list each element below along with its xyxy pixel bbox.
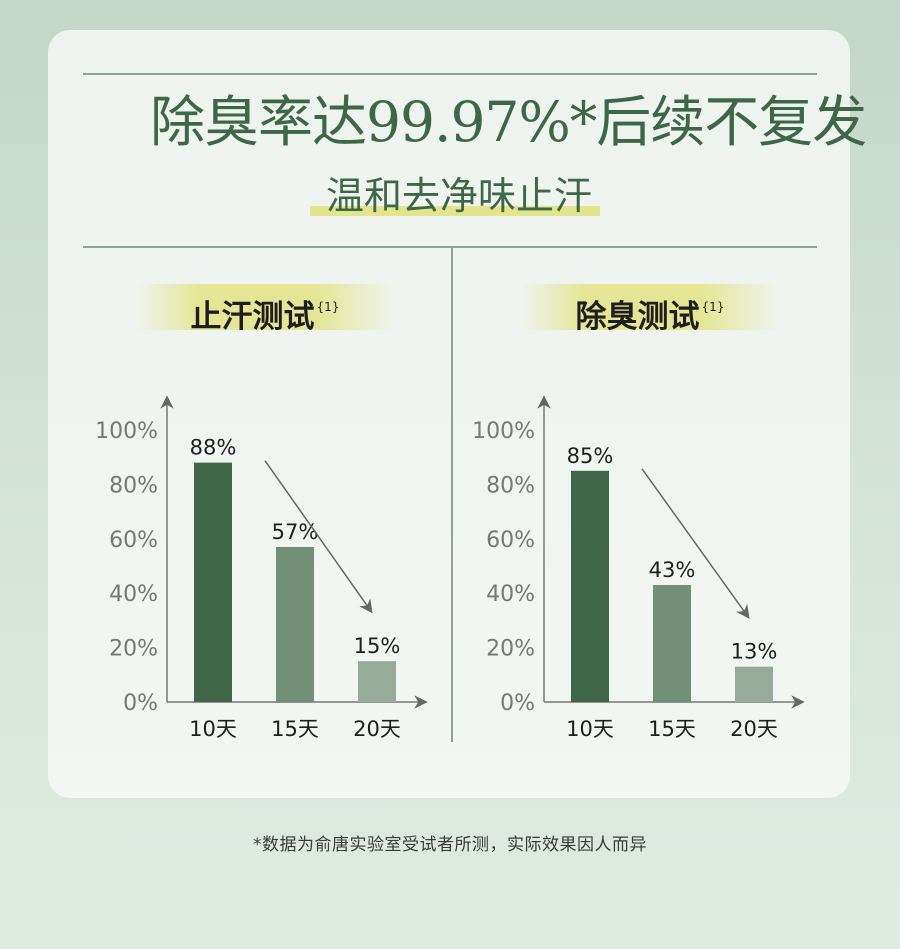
y-tick-label: 100% bbox=[472, 419, 535, 444]
subtitle-block: 温和去净味止汗 bbox=[310, 174, 640, 226]
x-tick-label: 20天 bbox=[353, 717, 401, 741]
x-tick-label: 20天 bbox=[730, 717, 778, 741]
y-tick-label: 0% bbox=[500, 691, 535, 716]
antiperspirant-bar-chart: 0% 20% 40% 60% 80% 100% 88% 10天 57% 15天 15% 20天 bbox=[95, 395, 428, 741]
panel-title-deodorant: 除臭测试 {1} bbox=[520, 284, 780, 335]
panel-title-text: 除臭测试 bbox=[575, 299, 700, 335]
y-tick-label: 80% bbox=[109, 473, 158, 498]
y-tick-label: 100% bbox=[95, 419, 158, 444]
headline: 除臭率达99.97%*后续不复发 bbox=[150, 90, 867, 154]
data-label: 85% bbox=[567, 444, 614, 468]
x-tick-label: 15天 bbox=[648, 717, 696, 741]
y-tick-label: 60% bbox=[486, 528, 535, 553]
y-tick-label: 60% bbox=[109, 528, 158, 553]
y-tick-label: 0% bbox=[123, 691, 158, 716]
y-tick-label: 40% bbox=[109, 582, 158, 607]
bar bbox=[653, 585, 691, 702]
panel-title-antiperspirant: 止汗测试 {1} bbox=[135, 284, 395, 335]
data-label: 43% bbox=[649, 558, 696, 582]
bar bbox=[276, 546, 314, 702]
subtitle: 温和去净味止汗 bbox=[326, 174, 593, 218]
content-card bbox=[48, 30, 850, 798]
x-tick-label: 10天 bbox=[189, 717, 237, 741]
bar bbox=[735, 666, 773, 702]
top-divider bbox=[83, 73, 817, 75]
trend-arrow bbox=[264, 460, 373, 614]
footnote: *数据为俞唐实验室受试者所测，实际效果因人而异 bbox=[253, 835, 647, 855]
y-tick-label: 20% bbox=[109, 637, 158, 662]
data-label: 13% bbox=[731, 640, 778, 664]
trend-arrow bbox=[641, 468, 750, 619]
panel-divider bbox=[451, 246, 453, 742]
data-label: 15% bbox=[354, 634, 401, 658]
panel-title-sup: {1} bbox=[701, 300, 725, 314]
y-tick-label: 80% bbox=[486, 473, 535, 498]
panel-title-sup: {1} bbox=[316, 300, 340, 314]
subtitle-highlight bbox=[310, 206, 600, 216]
bar bbox=[194, 462, 232, 702]
data-label: 57% bbox=[272, 520, 319, 544]
x-tick-label: 15天 bbox=[271, 717, 319, 741]
y-tick-label: 40% bbox=[486, 582, 535, 607]
middle-divider bbox=[83, 246, 817, 248]
deodorant-bar-chart: 0% 20% 40% 60% 80% 100% 85% 10天 43% 15天 13% 20天 bbox=[472, 395, 805, 741]
y-tick-label: 20% bbox=[486, 637, 535, 662]
bar bbox=[358, 661, 396, 702]
x-tick-label: 10天 bbox=[566, 717, 614, 741]
data-label: 88% bbox=[190, 436, 237, 460]
panel-title-text: 止汗测试 bbox=[190, 299, 315, 335]
bar bbox=[571, 470, 609, 702]
